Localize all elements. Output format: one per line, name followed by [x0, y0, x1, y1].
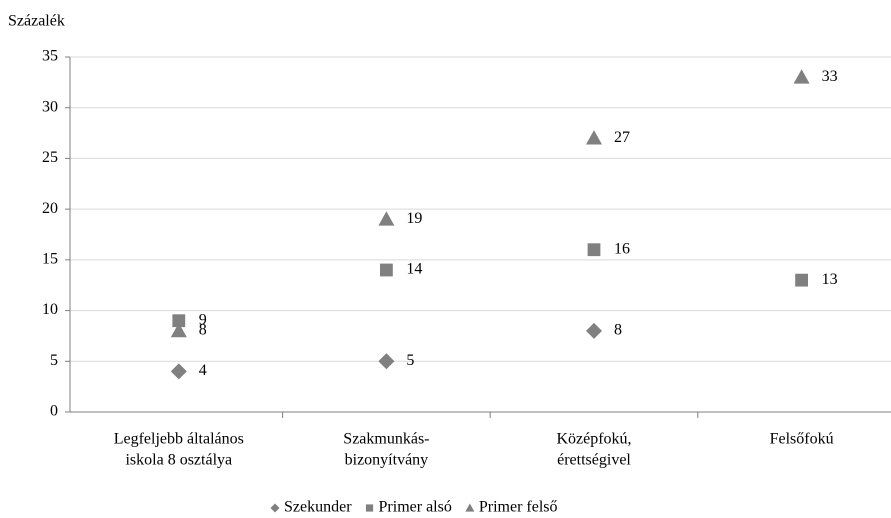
- legend-marker: [365, 504, 374, 512]
- data-label: 9: [199, 311, 207, 328]
- triangle-marker: [378, 211, 395, 226]
- x-tick-label: iskola 8 osztálya: [125, 452, 232, 469]
- legend-label: Primer felső: [479, 499, 558, 516]
- square-marker: [795, 273, 808, 287]
- diamond-marker: [378, 353, 395, 370]
- y-tick-label: 35: [42, 48, 58, 65]
- data-label: 13: [822, 271, 838, 288]
- data-label: 33: [822, 68, 838, 85]
- y-axis-label: Százalék: [8, 13, 65, 30]
- y-tick-label: 25: [42, 149, 58, 166]
- y-tick-label: 0: [50, 403, 58, 420]
- data-label: 4: [199, 362, 207, 379]
- x-tick-label: bizonyítvány: [345, 452, 429, 469]
- square-marker: [172, 314, 186, 328]
- legend-label: Primer alsó: [379, 499, 452, 516]
- x-tick-label: Szakmunkás-: [343, 431, 429, 448]
- legend-marker: [465, 503, 475, 512]
- x-tick-label: Középfokú,: [556, 431, 631, 448]
- data-label: 27: [614, 129, 630, 146]
- x-tick-label: Felsőfokú: [770, 431, 834, 448]
- data-label: 19: [406, 210, 422, 227]
- y-tick-label: 20: [42, 200, 58, 217]
- x-tick-label: érettségivel: [557, 452, 631, 469]
- data-label: 14: [406, 261, 422, 278]
- triangle-marker: [586, 130, 602, 145]
- triangle-marker: [793, 69, 810, 84]
- x-tick-label: Legfeljebb általános: [114, 431, 244, 448]
- diamond-marker: [586, 322, 602, 339]
- y-tick-label: 15: [42, 251, 58, 268]
- y-tick-label: 10: [42, 301, 58, 318]
- data-label: 16: [614, 240, 630, 257]
- data-label: 8: [614, 322, 622, 339]
- data-label: 5: [406, 352, 414, 369]
- data-label: 8: [199, 322, 207, 339]
- square-marker: [587, 243, 601, 257]
- legend-label: Szekunder: [284, 499, 352, 516]
- diamond-marker: [170, 363, 187, 380]
- square-marker: [380, 263, 393, 277]
- legend-marker: [270, 503, 280, 513]
- triangle-marker: [170, 322, 187, 338]
- y-tick-label: 30: [42, 98, 58, 115]
- y-tick-label: 5: [50, 352, 58, 369]
